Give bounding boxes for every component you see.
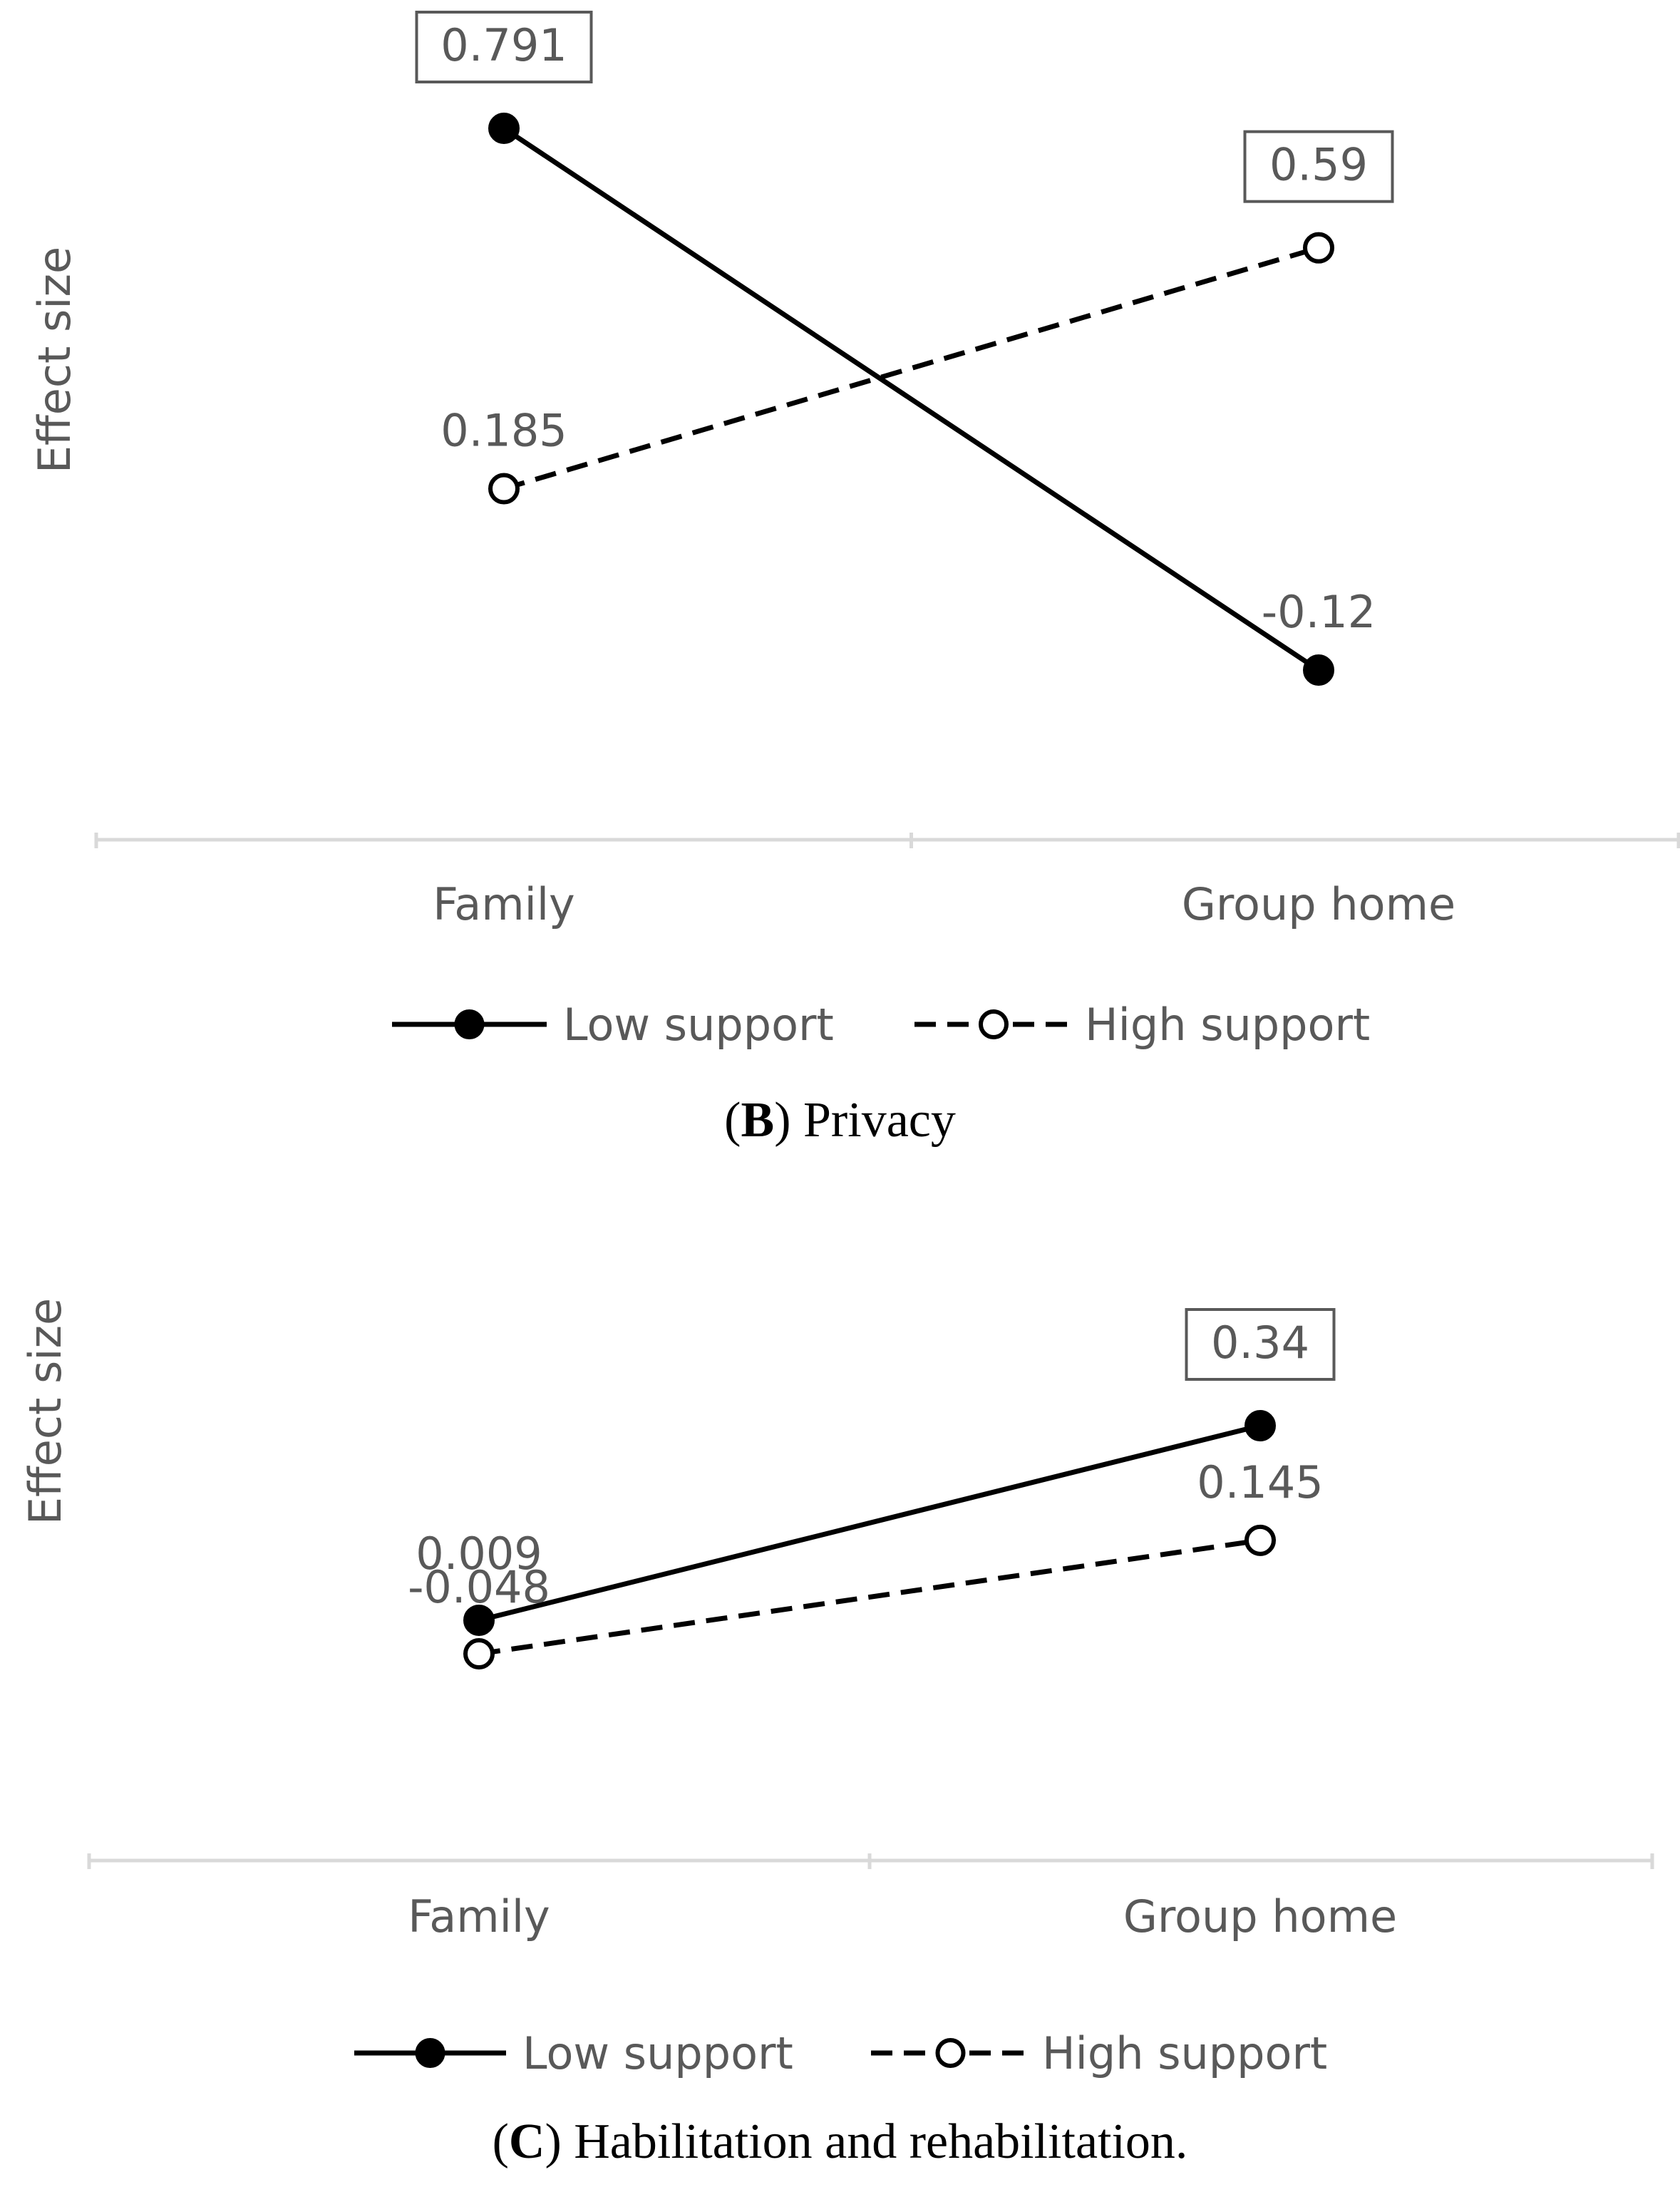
marker-high-support-0 — [463, 1638, 495, 1669]
data-label-low-support-0: 0.009 — [416, 1528, 542, 1580]
marker-low-support-0 — [488, 113, 520, 144]
data-label-high-support-0: -0.048 — [408, 1561, 550, 1613]
x-tick-label-group-home: Group home — [1123, 1890, 1397, 1943]
data-label-low-support-1: -0.12 — [1262, 586, 1376, 638]
chart-panel-c: Effect size Family Group home 0.009 0.34 Low … — [19, 1298, 1654, 2079]
marker-high-support-1 — [1244, 1524, 1276, 1556]
caption-panel-c: (C) Habilitation and rehabilitation. — [492, 2114, 1188, 2169]
data-label-low-support-1: 0.34 — [1211, 1317, 1309, 1369]
data-label-high-support-1: 0.145 — [1197, 1456, 1324, 1508]
data-label-low-support-0: 0.791 — [440, 19, 567, 71]
marker-low-support-0 — [463, 1604, 495, 1636]
x-tick-label-family: Family — [408, 1890, 550, 1943]
data-label-high-support-1: 0.59 — [1269, 139, 1368, 191]
series-line-high-support — [503, 245, 1319, 491]
y-axis-title: Effect size — [29, 247, 81, 473]
data-label-box-low-support-0 — [415, 11, 593, 83]
legend-marker-high-support — [979, 1009, 1009, 1039]
legend-label-low-support: Low support — [522, 2027, 793, 2079]
legend-label-high-support: High support — [1042, 2027, 1327, 2079]
chart-panel-b: Effect size Family Group home 0.791 -0.12 Low… — [29, 11, 1680, 1051]
legend-marker-low-support — [415, 2038, 445, 2068]
legend-label-high-support: High support — [1085, 999, 1370, 1051]
y-axis-title: Effect size — [19, 1298, 71, 1525]
x-tick-label-family: Family — [433, 878, 575, 930]
series-line-high-support — [478, 1538, 1261, 1657]
legend-marker-low-support — [454, 1009, 485, 1039]
data-label-box-low-support-1 — [1185, 1308, 1336, 1381]
marker-high-support-0 — [488, 473, 520, 505]
series-line-low-support — [503, 126, 1320, 672]
marker-low-support-1 — [1244, 1410, 1276, 1441]
legend-marker-high-support — [935, 2038, 966, 2068]
data-label-box-high-support-1 — [1243, 130, 1394, 203]
data-label-high-support-0: 0.185 — [440, 405, 567, 457]
marker-low-support-1 — [1303, 654, 1334, 686]
legend-label-low-support: Low support — [563, 999, 834, 1051]
caption-panel-b: (B) Privacy — [724, 1093, 956, 1148]
x-tick-label-group-home: Group home — [1182, 878, 1455, 930]
marker-high-support-1 — [1303, 232, 1334, 264]
series-line-low-support — [478, 1423, 1261, 1623]
